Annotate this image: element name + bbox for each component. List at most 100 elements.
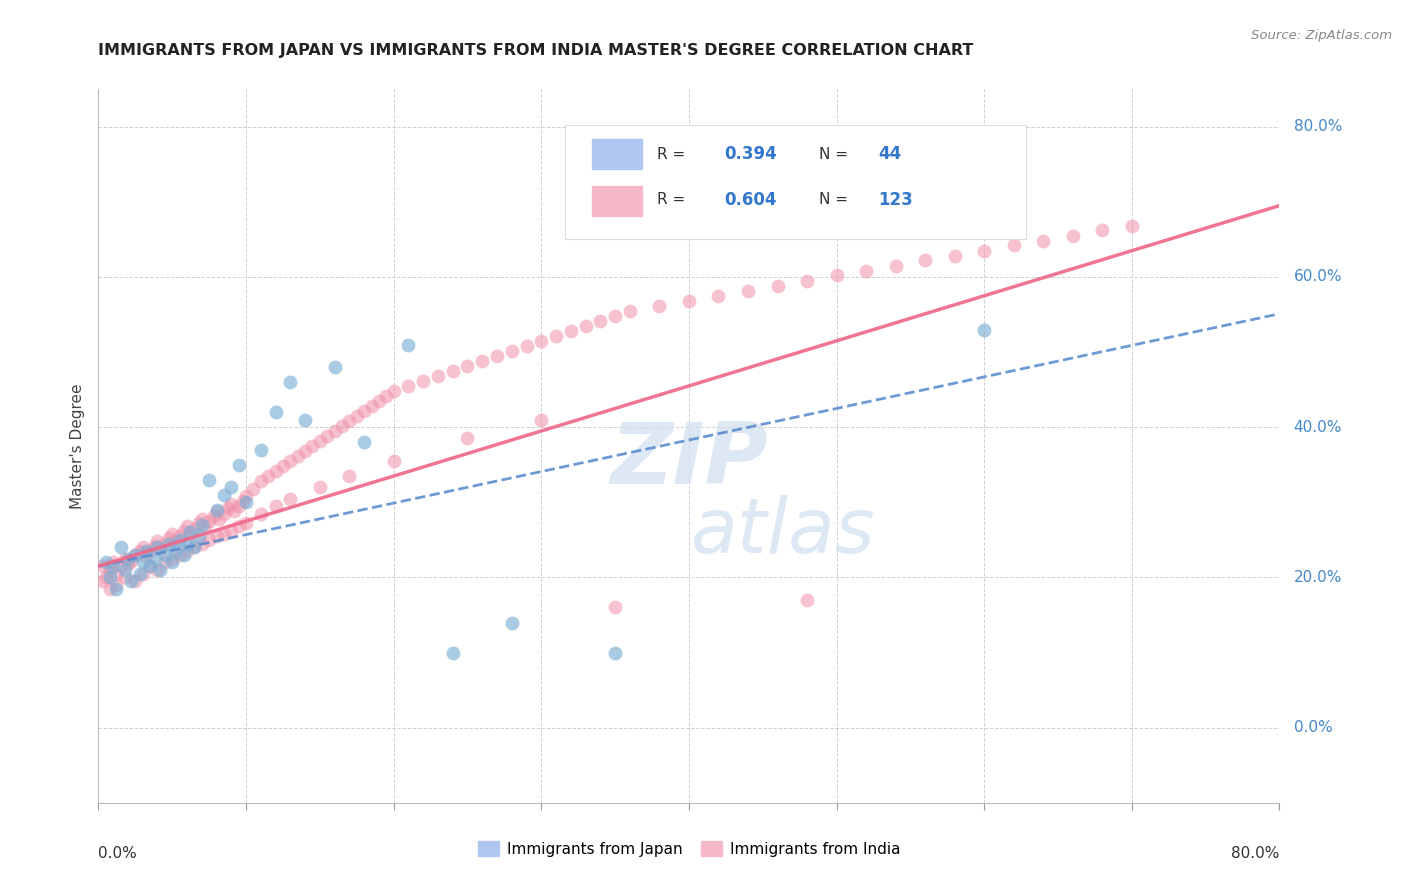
Point (605, 309, 627, 323)
Point (162, 556, 183, 570)
FancyBboxPatch shape (592, 186, 641, 216)
Point (337, 469, 360, 483)
Point (294, 444, 316, 458)
Point (294, 413, 316, 427)
Point (202, 508, 225, 523)
Point (589, 313, 612, 327)
Point (330, 418, 353, 433)
Point (169, 533, 191, 547)
Point (187, 516, 209, 531)
Point (110, 541, 132, 555)
Point (250, 442, 273, 457)
Point (124, 548, 146, 562)
Point (114, 563, 136, 577)
Point (278, 454, 302, 468)
Point (157, 532, 180, 546)
Point (120, 574, 142, 589)
Point (212, 488, 235, 502)
Point (128, 544, 150, 558)
Point (205, 503, 228, 517)
Point (796, 593, 818, 607)
Point (205, 504, 228, 518)
Point (149, 563, 172, 577)
Point (796, 274, 818, 288)
Point (91, 574, 114, 589)
Point (183, 541, 205, 555)
Text: Source: ZipAtlas.com: Source: ZipAtlas.com (1251, 29, 1392, 42)
Point (224, 504, 246, 518)
Point (183, 522, 205, 536)
Point (855, 264, 877, 278)
Point (91, 559, 114, 574)
Point (169, 529, 191, 543)
Text: 80.0%: 80.0% (1232, 846, 1279, 861)
Point (110, 559, 132, 574)
Text: atlas: atlas (692, 495, 876, 568)
Point (309, 480, 332, 494)
Point (105, 566, 128, 581)
Point (375, 389, 398, 403)
FancyBboxPatch shape (592, 139, 641, 169)
Point (132, 556, 155, 570)
Text: IMMIGRANTS FROM JAPAN VS IMMIGRANTS FROM INDIA MASTER'S DEGREE CORRELATION CHART: IMMIGRANTS FROM JAPAN VS IMMIGRANTS FROM… (98, 43, 974, 58)
Point (198, 533, 221, 547)
Point (146, 563, 169, 577)
Point (173, 548, 195, 562)
Point (135, 544, 157, 558)
Point (884, 259, 907, 273)
Point (187, 529, 209, 543)
Text: N =: N = (818, 146, 848, 161)
Text: R =: R = (657, 146, 685, 161)
Point (648, 299, 671, 313)
Point (143, 539, 166, 553)
Point (412, 374, 434, 388)
Point (427, 369, 450, 384)
Point (707, 289, 730, 303)
Point (217, 501, 239, 516)
Point (353, 403, 375, 417)
Point (737, 284, 759, 298)
Point (105, 582, 128, 596)
Legend: Immigrants from Japan, Immigrants from India: Immigrants from Japan, Immigrants from I… (471, 835, 907, 863)
Text: 0.0%: 0.0% (1294, 720, 1333, 735)
Point (501, 343, 523, 358)
Point (198, 514, 221, 528)
Point (105, 578, 128, 592)
Point (501, 615, 523, 630)
Point (232, 493, 254, 508)
Point (183, 541, 205, 555)
Point (456, 432, 478, 446)
Point (162, 551, 183, 566)
Point (219, 524, 242, 538)
Point (973, 322, 995, 336)
Point (287, 449, 309, 463)
Point (212, 507, 235, 521)
Point (456, 359, 478, 373)
Point (194, 519, 217, 533)
Point (205, 529, 228, 543)
Point (678, 293, 700, 308)
Point (132, 541, 155, 555)
Point (103, 556, 125, 570)
Point (153, 536, 176, 550)
Point (278, 491, 302, 506)
Point (103, 559, 125, 574)
Point (278, 375, 302, 389)
Point (98, 570, 121, 584)
Point (120, 554, 142, 568)
Point (219, 497, 242, 511)
Text: 20.0%: 20.0% (1294, 570, 1341, 585)
Point (191, 517, 214, 532)
Point (323, 424, 346, 438)
Point (98, 563, 121, 577)
Text: 44: 44 (877, 145, 901, 163)
FancyBboxPatch shape (565, 125, 1025, 239)
Point (146, 534, 169, 549)
Point (264, 499, 287, 513)
Point (471, 354, 494, 368)
Point (179, 527, 201, 541)
Point (396, 337, 419, 351)
Point (605, 646, 627, 660)
Point (114, 570, 136, 584)
Point (94, 570, 117, 584)
